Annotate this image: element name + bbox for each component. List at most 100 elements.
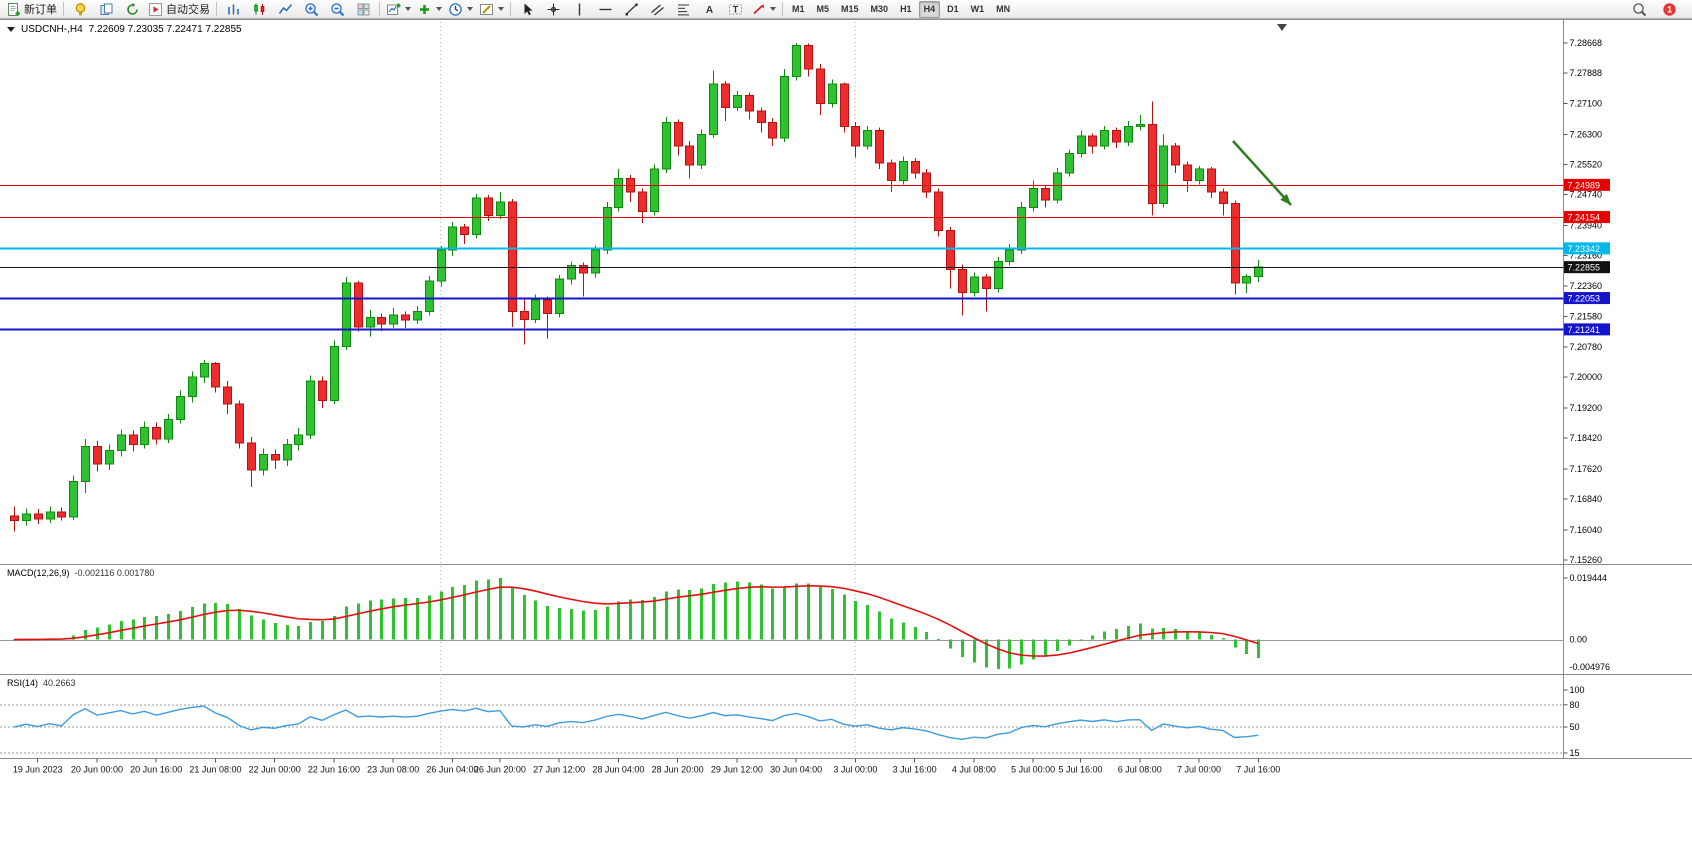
label-icon: T [728, 4, 742, 14]
toolbar-separator [216, 2, 217, 16]
timeframe-button-mn[interactable]: MN [996, 3, 1011, 14]
refresh-icon [126, 2, 138, 15]
text-icon: A [705, 5, 712, 16]
svg-text:50: 50 [1570, 722, 1580, 732]
refresh-button[interactable] [119, 0, 145, 19]
zoom-out-icon [330, 2, 344, 16]
collapse-arrow-icon[interactable] [7, 27, 15, 32]
chevron-down-icon [436, 7, 442, 11]
candlestick-mode-button[interactable] [246, 0, 272, 19]
timeframe-button-w1[interactable]: W1 [970, 3, 985, 14]
svg-text:7.23160: 7.23160 [1570, 250, 1603, 260]
svg-text:15: 15 [1570, 748, 1580, 758]
svg-text:-0.004976: -0.004976 [1570, 662, 1611, 672]
svg-text:7.19200: 7.19200 [1570, 403, 1603, 413]
autotrading-button[interactable]: 自动交易 [145, 0, 213, 19]
svg-text:29 Jun 12:00: 29 Jun 12:00 [711, 765, 763, 775]
cursor-button[interactable] [514, 0, 540, 19]
svg-text:20 Jun 00:00: 20 Jun 00:00 [71, 765, 123, 775]
svg-text:30 Jun 04:00: 30 Jun 04:00 [770, 765, 822, 775]
toolbar-separator [782, 2, 783, 16]
new-order-button[interactable]: 新订单 [3, 0, 60, 19]
profiles-button[interactable] [93, 0, 119, 19]
hline-icon [599, 8, 611, 10]
timeframe-button-m5[interactable]: M5 [816, 3, 830, 14]
svg-text:23 Jun 08:00: 23 Jun 08:00 [367, 765, 419, 775]
clock-icon [449, 2, 462, 16]
svg-text:7.18420: 7.18420 [1570, 433, 1603, 443]
timeframe-button-h1[interactable]: H1 [900, 3, 912, 14]
new-chart-button[interactable] [67, 0, 93, 19]
svg-text:7.23940: 7.23940 [1570, 220, 1603, 230]
chart-shift-marker[interactable] [1277, 24, 1287, 31]
new-order-icon [8, 2, 20, 16]
notification-badge[interactable]: 1 [1656, 0, 1682, 19]
svg-text:7.22053: 7.22053 [1568, 294, 1601, 304]
crosshair-button[interactable] [540, 0, 566, 19]
templates-button[interactable] [476, 0, 507, 19]
autotrading-button-label: 自动交易 [166, 4, 210, 16]
grid-icon [357, 3, 369, 15]
svg-text:100: 100 [1570, 685, 1585, 695]
fibo-icon [677, 4, 689, 15]
periods-button[interactable] [445, 0, 476, 19]
template-icon [480, 3, 493, 15]
fibonacci-button[interactable] [670, 0, 696, 19]
indicators-button[interactable] [414, 0, 445, 19]
trendline-icon [625, 3, 638, 15]
vertical-line-button[interactable] [566, 0, 592, 19]
timeframe-button-m15[interactable]: M15 [841, 3, 859, 14]
time-axis[interactable]: 19 Jun 2023 20 Jun 00:00 20 Jun 16:00 21 Ju… [13, 758, 1280, 775]
timeframe-button-h4[interactable]: H4 [918, 0, 941, 18]
svg-text:7.23342: 7.23342 [1568, 244, 1601, 254]
timeframe-button-d1[interactable]: D1 [947, 3, 959, 14]
trend-arrow[interactable] [1232, 140, 1292, 206]
svg-text:T: T [732, 4, 738, 14]
channel-button[interactable] [644, 0, 670, 19]
symbol-title: USDCNH-,H4 [21, 24, 83, 35]
svg-text:7.21580: 7.21580 [1570, 311, 1603, 321]
macd-signal-line [13, 585, 1259, 657]
crosshair-icon [547, 3, 559, 15]
zoom-in-icon [304, 2, 318, 16]
chevron-down-icon [467, 7, 473, 11]
label-button[interactable]: T [722, 0, 748, 19]
arrows-button[interactable] [748, 0, 779, 19]
svg-text:5 Jul 00:00: 5 Jul 00:00 [1011, 765, 1055, 775]
svg-text:7.16840: 7.16840 [1570, 494, 1603, 504]
svg-text:7.16040: 7.16040 [1570, 525, 1603, 535]
rsi-indicator-label: RSI(14) 40.2663 [7, 678, 76, 688]
svg-text:0.019444: 0.019444 [1570, 573, 1608, 583]
bar-chart-mode-button[interactable] [220, 0, 246, 19]
timeframe-button-m1[interactable]: M1 [792, 3, 805, 14]
channel-icon [650, 4, 664, 15]
text-button[interactable]: A [696, 0, 722, 19]
price-badge-7.23342: 7.23342 [1564, 242, 1610, 255]
rsi-line [13, 705, 1259, 741]
horizontal-line-button[interactable] [592, 0, 618, 19]
toolbar: 新订单 自动交易 A T M1 M5 M15 M30 H1 H4 D1 W1 MN 1 [0, 0, 1692, 19]
timeframe-button-m30[interactable]: M30 [870, 3, 889, 14]
line-chart-mode-button[interactable] [272, 0, 298, 19]
zoom-out-button[interactable] [324, 0, 350, 19]
trendline-button[interactable] [618, 0, 644, 19]
price-axis[interactable]: 7.28668 7.27888 7.27100 7.26300 7.25520 7.247… [1563, 38, 1611, 565]
svg-text:7.22360: 7.22360 [1570, 281, 1603, 291]
svg-text:7.26300: 7.26300 [1570, 129, 1603, 139]
chart-title: USDCNH-,H4 7.22609 7.23035 7.22471 7.228… [7, 24, 242, 35]
search-button[interactable] [1626, 0, 1652, 19]
rsi-name: RSI(14) [7, 678, 39, 688]
tile-windows-button[interactable] [350, 0, 376, 19]
svg-text:7.20780: 7.20780 [1570, 342, 1603, 352]
svg-text:7.24989: 7.24989 [1568, 180, 1601, 190]
arrow-icon [753, 3, 764, 14]
new-chart-dropdown[interactable] [383, 0, 414, 19]
svg-text:22 Jun 00:00: 22 Jun 00:00 [249, 765, 301, 775]
svg-text:5 Jul 16:00: 5 Jul 16:00 [1058, 765, 1102, 775]
zoom-in-button[interactable] [298, 0, 324, 19]
svg-text:7.15260: 7.15260 [1570, 555, 1603, 565]
toolbar-right-group: 1 [1626, 0, 1682, 19]
macd-panel: 0.019444 0.00 -0.004976 [0, 573, 1610, 672]
indicator-plus-icon [420, 4, 429, 14]
